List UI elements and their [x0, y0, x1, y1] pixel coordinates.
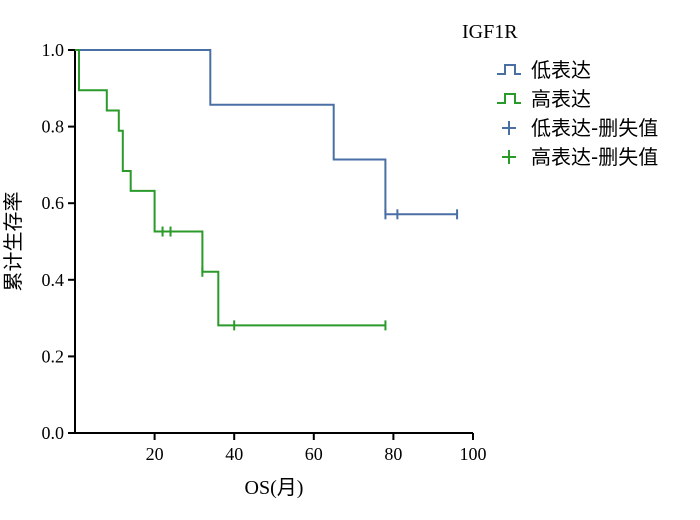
y-tick-label: 1.0 — [42, 40, 65, 60]
y-ticks: 0.0 0.2 0.4 0.6 0.8 1.0 — [42, 40, 75, 443]
axes: 20 40 60 80 100 0.0 0.2 0.4 0.6 0.8 1.0 OS(月) 累计生… — [1, 40, 487, 499]
x-tick-label: 100 — [460, 444, 487, 464]
series-group — [75, 49, 387, 331]
y-tick-label: 0.4 — [42, 270, 65, 290]
legend-item: 高表达 — [497, 87, 591, 111]
legend-swatch-line — [497, 64, 521, 75]
legend-swatch-line — [497, 93, 521, 104]
legend-item: 低表达 — [497, 58, 591, 82]
legend-label: 高表达 — [531, 87, 591, 111]
survival-curve-low — [75, 49, 458, 216]
legend-label: 低表达-删失值 — [531, 116, 658, 140]
y-axis-title: 累计生存率 — [1, 192, 25, 292]
x-tick-label: 80 — [384, 444, 402, 464]
y-tick-label: 0.0 — [42, 423, 65, 443]
x-tick-label: 20 — [146, 444, 164, 464]
survival-curve-high — [75, 49, 386, 327]
x-axis-title: OS(月) — [245, 477, 304, 499]
x-tick-label: 40 — [225, 444, 243, 464]
legend-item: 低表达-删失值 — [502, 116, 658, 140]
y-tick-label: 0.6 — [42, 193, 65, 213]
legend-title: IGF1R — [462, 21, 518, 43]
legend-item: 高表达-删失值 — [502, 145, 658, 169]
series-group — [75, 49, 459, 220]
legend-label: 高表达-删失值 — [531, 145, 658, 169]
x-ticks: 20 40 60 80 100 — [146, 433, 487, 464]
x-tick-label: 60 — [305, 444, 323, 464]
series-layer — [75, 49, 459, 331]
y-tick-label: 0.8 — [42, 117, 65, 137]
y-tick-label: 0.2 — [42, 346, 65, 366]
legend-label: 低表达 — [531, 58, 591, 82]
